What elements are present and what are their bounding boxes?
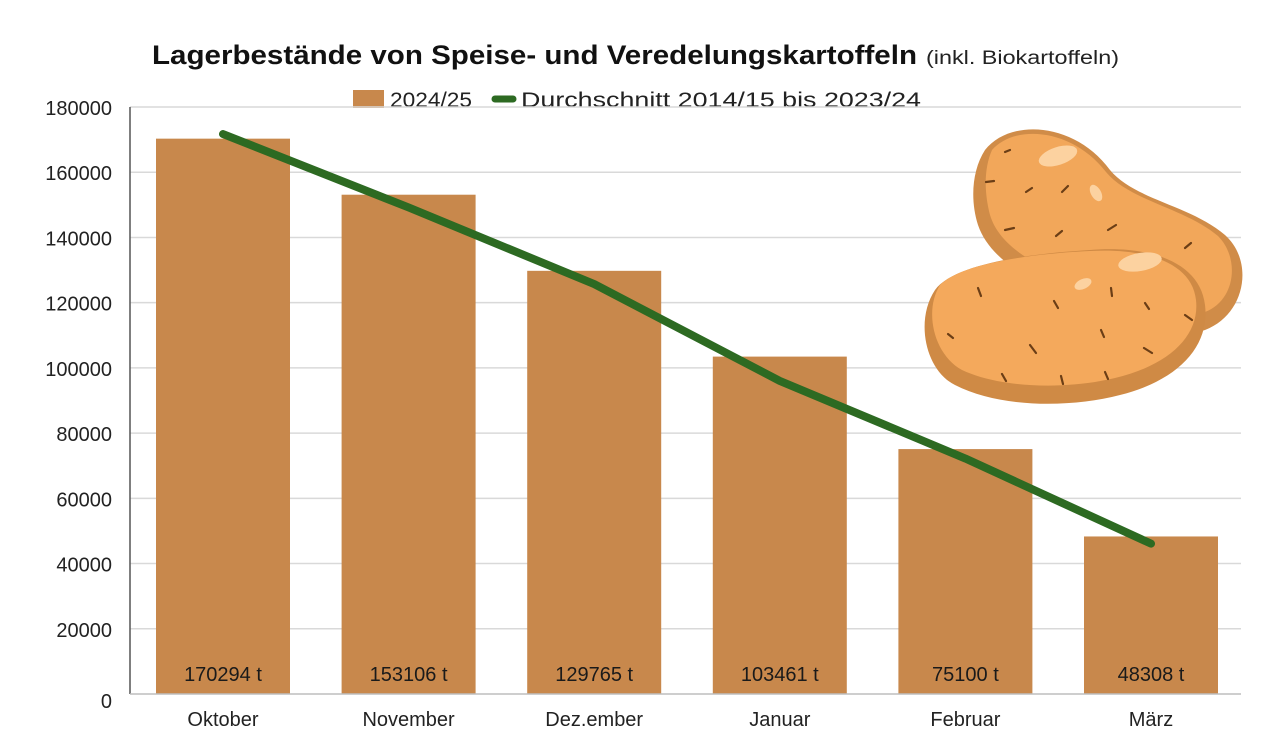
potato-eyes xyxy=(946,148,1194,386)
bar-value-label: 103461 t xyxy=(741,664,819,686)
bar xyxy=(527,270,662,694)
potato-illustration xyxy=(924,129,1243,404)
y-tick-label: 60000 xyxy=(56,489,112,511)
data-labels: 170294 t 153106 t 129765 t 103461 t 75100 t 4… xyxy=(184,664,1185,686)
bar xyxy=(712,356,847,694)
y-tick-label: 100000 xyxy=(45,359,112,381)
x-tick-label: März xyxy=(1129,709,1173,731)
y-tick-label: 160000 xyxy=(45,163,112,185)
average-line xyxy=(219,130,1155,548)
potato-back-highlight-small xyxy=(1089,184,1103,202)
bar-value-label: 75100 t xyxy=(932,664,999,686)
y-tick-label: 0 xyxy=(101,691,112,713)
bar-value-label: 48308 t xyxy=(1118,664,1185,686)
x-tick-label: Januar xyxy=(749,709,810,731)
bar xyxy=(156,138,290,694)
x-tick-label: Dez.ember xyxy=(545,709,643,731)
legend-swatch-bar xyxy=(353,90,384,108)
bar-value-label: 153106 t xyxy=(370,664,448,686)
legend-label-line: Durchschnitt 2014/15 bis 2023/24 xyxy=(521,89,921,112)
x-tick-label: November xyxy=(362,709,455,731)
gridlines xyxy=(130,106,1241,630)
x-axis-ticks: Oktober November Dez.ember Januar Februar Mär… xyxy=(187,709,1173,731)
y-tick-label: 80000 xyxy=(56,424,112,446)
y-tick-label: 140000 xyxy=(45,228,112,250)
bar-value-label: 129765 t xyxy=(555,664,633,686)
potato-front-highlight-small xyxy=(1074,278,1092,290)
y-tick-label: 120000 xyxy=(45,294,112,316)
x-tick-label: Oktober xyxy=(187,709,258,731)
potato-back-highlight xyxy=(1038,145,1078,167)
potato-front-face xyxy=(932,250,1197,386)
y-tick-label: 180000 xyxy=(45,98,112,120)
chart-subtitle: (inkl. Biokartoffeln) xyxy=(926,48,1119,69)
bar xyxy=(341,194,476,694)
bar-series xyxy=(156,138,1218,694)
potato-front-highlight xyxy=(1118,252,1162,272)
bar xyxy=(1084,536,1218,694)
bar-value-label: 170294 t xyxy=(184,664,262,686)
bar xyxy=(898,449,1033,694)
x-tick-label: Februar xyxy=(930,709,1000,731)
line-series xyxy=(219,130,1155,548)
y-axis-ticks: 0 20000 40000 60000 80000 100000 120000 140000 1… xyxy=(45,98,112,713)
legend-label-bar: 2024/25 xyxy=(390,89,472,112)
chart-title: Lagerbestände von Speise- und Veredelung… xyxy=(152,40,917,70)
legend: 2024/25 Durchschnitt 2014/15 bis 2023/24 xyxy=(353,89,921,112)
y-tick-label: 40000 xyxy=(56,555,112,577)
y-tick-label: 20000 xyxy=(56,620,112,642)
